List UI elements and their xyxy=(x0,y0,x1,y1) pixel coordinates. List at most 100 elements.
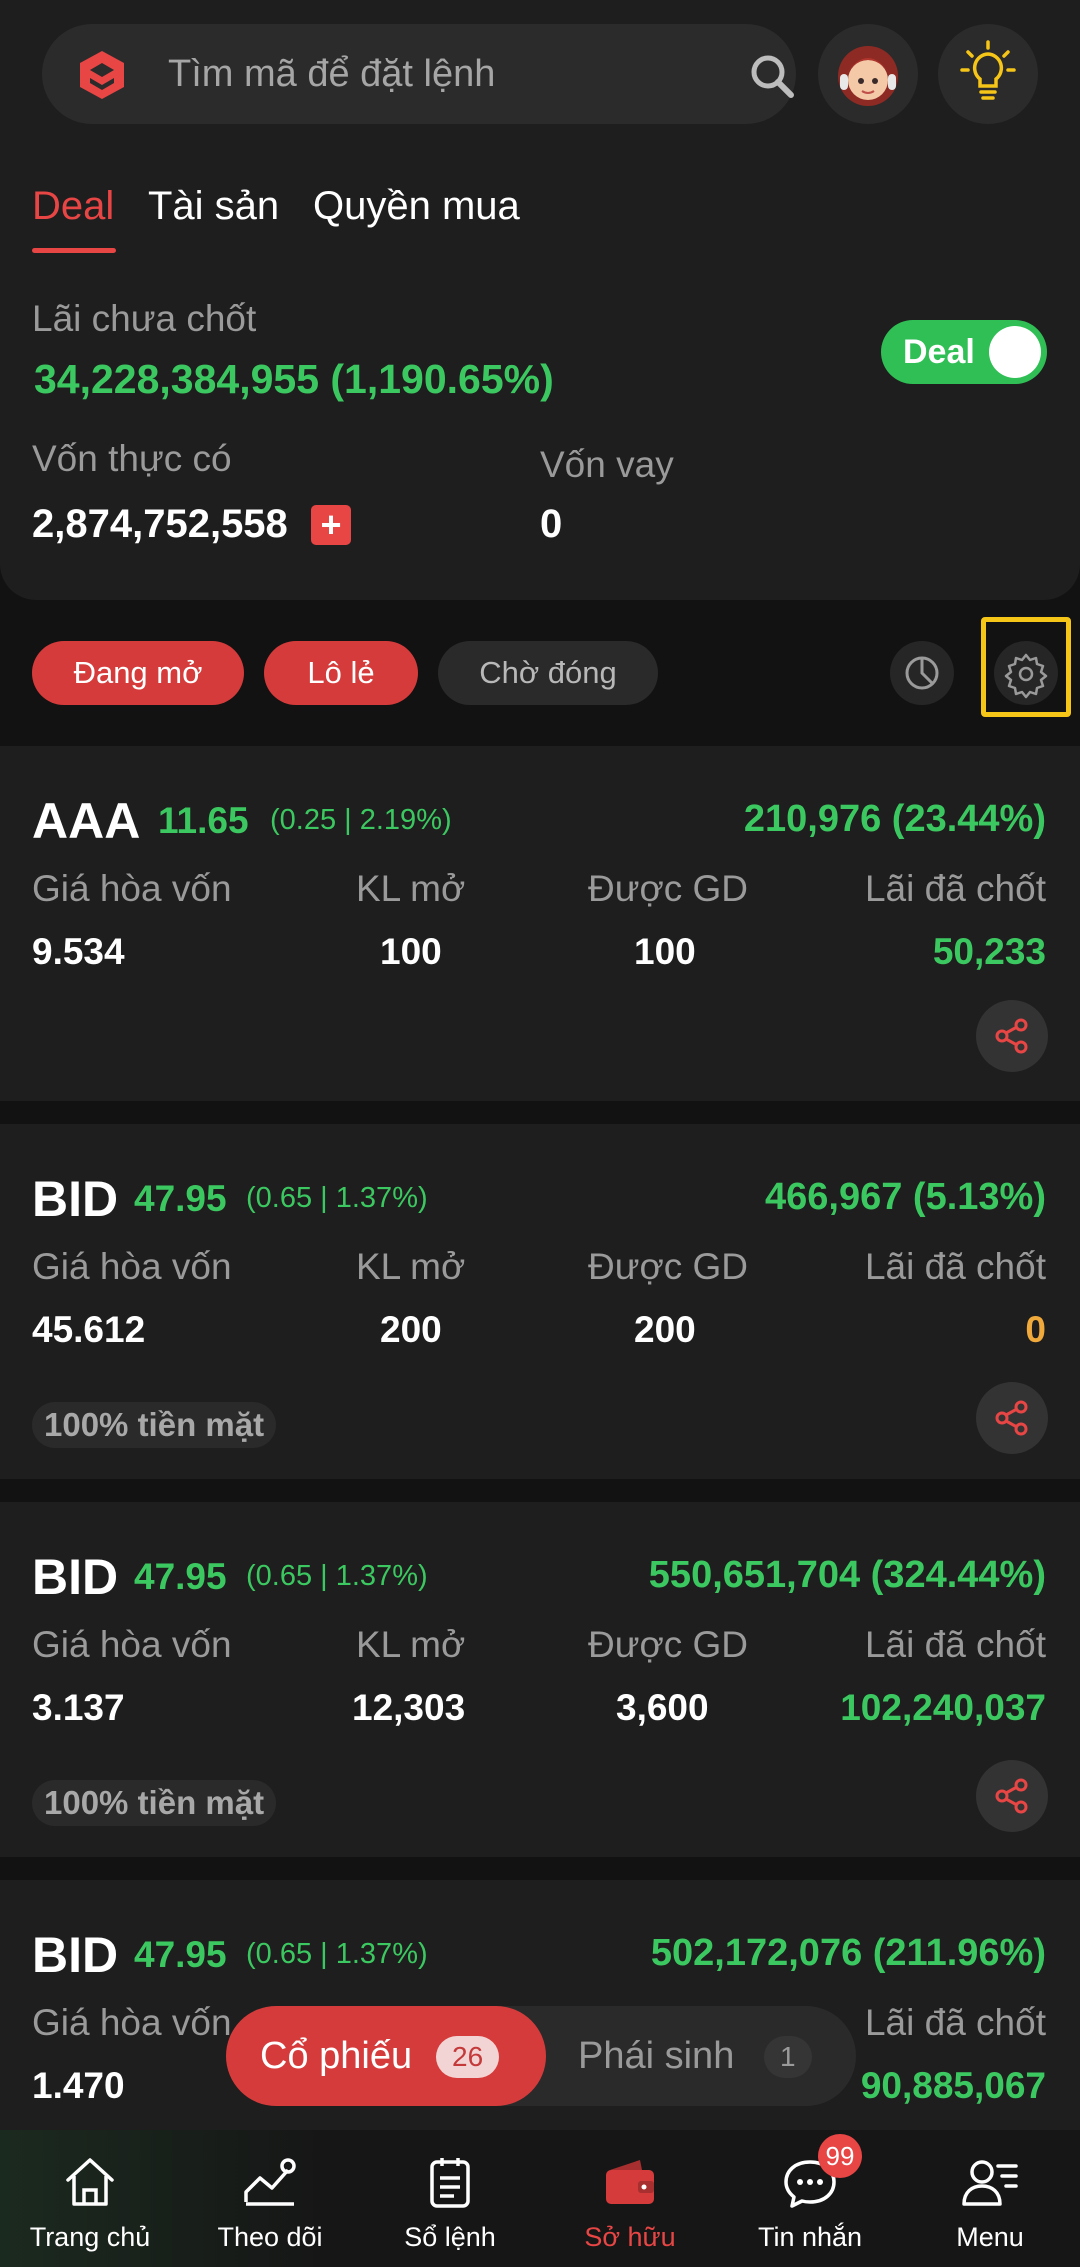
symbol: BID xyxy=(32,1549,119,1605)
filter-odd-lot[interactable]: Lô lẻ xyxy=(264,641,418,705)
lightbulb-icon xyxy=(960,40,1016,100)
profit-loss: 502,172,076 (211.96%) xyxy=(650,1932,1046,1974)
nav-messages[interactable]: 99 Tin nhắn xyxy=(720,2130,900,2267)
profit-loss: 550,651,704 (324.44%) xyxy=(648,1554,1046,1596)
home-icon xyxy=(66,2158,114,2206)
toggle-knob xyxy=(989,326,1041,378)
price: 47.95 xyxy=(134,1934,227,1975)
col-tradable: Được GD xyxy=(588,868,749,909)
tab-assets[interactable]: Tài sản xyxy=(148,184,280,228)
share-icon xyxy=(995,1400,1028,1436)
loan-label: Vốn vay xyxy=(540,444,674,485)
nav-messages-label: Tin nhắn xyxy=(757,2222,863,2252)
symbol: BID xyxy=(32,1171,119,1227)
col-open-qty: KL mở xyxy=(356,868,466,909)
nav-menu[interactable]: Menu xyxy=(900,2130,1080,2267)
nav-watchlist-label: Theo dõi xyxy=(217,2222,323,2252)
equity-label: Vốn thực có xyxy=(32,438,232,479)
breakeven-value: 45.612 xyxy=(32,1309,146,1350)
price-change: (0.65 | 1.37%) xyxy=(246,1182,428,1214)
allocation-button[interactable] xyxy=(890,641,954,705)
cash-badge: 100% tiền mặt xyxy=(32,1402,277,1448)
segment-derivatives-label[interactable]: Phái sinh xyxy=(578,2035,735,2077)
share-button[interactable] xyxy=(976,1760,1048,1832)
assistant-avatar[interactable] xyxy=(818,24,918,124)
price-change: (0.65 | 1.37%) xyxy=(246,1938,428,1970)
account-summary-panel: Tìm mã để đặt lệnh Deal xyxy=(0,0,1080,600)
breakeven-value: 1.470 xyxy=(32,2065,125,2106)
tradable-value: 200 xyxy=(634,1309,696,1350)
col-realized: Lãi đã chốt xyxy=(864,1246,1046,1287)
tradable-value: 100 xyxy=(634,931,696,972)
pie-chart-icon xyxy=(905,656,939,690)
segment-stocks-count: 26 xyxy=(436,2036,500,2078)
col-open-qty: KL mở xyxy=(356,1624,466,1665)
search-input[interactable]: Tìm mã để đặt lệnh xyxy=(168,53,496,95)
price: 11.65 xyxy=(158,800,249,841)
deal-toggle-label: Deal xyxy=(903,333,975,371)
nav-home-label: Trang chủ xyxy=(29,2222,151,2252)
col-open-qty: KL mở xyxy=(356,1246,466,1287)
avatar-icon xyxy=(838,46,898,106)
realized-value: 0 xyxy=(1025,1309,1046,1350)
asset-type-switch[interactable]: Cổ phiếu 26 Phái sinh 1 xyxy=(226,2006,856,2106)
open-qty-value: 100 xyxy=(380,931,442,972)
gear-icon xyxy=(1004,653,1048,699)
tab-deal[interactable]: Deal xyxy=(32,184,115,228)
tab-active-indicator xyxy=(32,248,116,253)
search-bar[interactable]: Tìm mã để đặt lệnh xyxy=(42,24,796,124)
price: 47.95 xyxy=(134,1556,227,1597)
share-button[interactable] xyxy=(976,1000,1048,1072)
col-tradable: Được GD xyxy=(588,1246,749,1287)
segment-stocks[interactable]: Cổ phiếu 26 xyxy=(226,2006,546,2106)
nav-menu-label: Menu xyxy=(956,2222,1024,2252)
symbol: AAA xyxy=(32,793,141,849)
profit-loss: 210,976 (23.44%) xyxy=(743,798,1046,840)
filter-open[interactable]: Đang mở xyxy=(32,641,244,705)
equity-value: 2,874,752,558 xyxy=(32,502,288,546)
menu-user-icon xyxy=(962,2160,1018,2206)
nav-orderbook[interactable]: Sổ lệnh xyxy=(360,2130,540,2267)
chart-icon xyxy=(244,2158,296,2206)
nav-holdings[interactable]: Sở hữu xyxy=(540,2130,720,2267)
breakeven-value: 9.534 xyxy=(32,931,125,972)
deal-toggle[interactable]: Deal xyxy=(881,320,1047,384)
chat-icon xyxy=(784,2160,836,2208)
idea-button[interactable] xyxy=(938,24,1038,124)
nav-orderbook-label: Sổ lệnh xyxy=(404,2222,496,2252)
bottom-nav: Trang chủ Theo dõi Sổ lệnh Sở hữu xyxy=(0,2130,1080,2267)
open-qty-value: 12,303 xyxy=(352,1687,466,1728)
nav-home[interactable]: Trang chủ xyxy=(0,2130,180,2267)
share-icon xyxy=(995,1018,1028,1054)
tab-rights[interactable]: Quyền mua xyxy=(313,184,520,228)
price: 47.95 xyxy=(134,1178,227,1219)
position-card[interactable]: AAA 11.65 (0.25 | 2.19%) 210,976 (23.44%… xyxy=(0,746,1080,1101)
search-icon[interactable] xyxy=(748,52,796,100)
loan-value: 0 xyxy=(540,502,563,546)
unread-badge: 99 xyxy=(818,2134,862,2178)
unrealized-label: Lãi chưa chốt xyxy=(32,298,257,339)
col-realized: Lãi đã chốt xyxy=(864,868,1046,909)
col-realized: Lãi đã chốt xyxy=(864,1624,1046,1665)
col-realized: Lãi đã chốt xyxy=(864,2002,1046,2043)
position-card[interactable]: BID 47.95 (0.65 | 1.37%) 466,967 (5.13%)… xyxy=(0,1124,1080,1479)
wallet-icon xyxy=(606,2160,654,2204)
nav-watchlist[interactable]: Theo dõi xyxy=(180,2130,360,2267)
col-breakeven: Giá hòa vốn xyxy=(32,1624,232,1665)
realized-value: 50,233 xyxy=(932,931,1046,972)
segment-derivatives-count: 1 xyxy=(764,2036,812,2078)
profit-loss: 466,967 (5.13%) xyxy=(765,1176,1046,1218)
add-capital-button[interactable]: + xyxy=(311,505,351,545)
settings-button[interactable] xyxy=(994,641,1058,705)
unrealized-value: 34,228,384,955 (1,190.65%) xyxy=(34,356,554,402)
clipboard-icon xyxy=(430,2158,470,2208)
segment-stocks-label: Cổ phiếu xyxy=(260,2035,413,2077)
open-qty-value: 200 xyxy=(380,1309,442,1350)
filter-pending-close[interactable]: Chờ đóng xyxy=(438,641,658,705)
position-card[interactable]: BID 47.95 (0.65 | 1.37%) 550,651,704 (32… xyxy=(0,1502,1080,1857)
price-change: (0.65 | 1.37%) xyxy=(246,1560,428,1592)
share-button[interactable] xyxy=(976,1382,1048,1454)
settings-highlight-box xyxy=(981,617,1071,717)
position-card[interactable]: BID 47.95 (0.65 | 1.37%) 502,172,076 (21… xyxy=(0,1880,1080,2140)
col-breakeven: Giá hòa vốn xyxy=(32,2002,232,2043)
